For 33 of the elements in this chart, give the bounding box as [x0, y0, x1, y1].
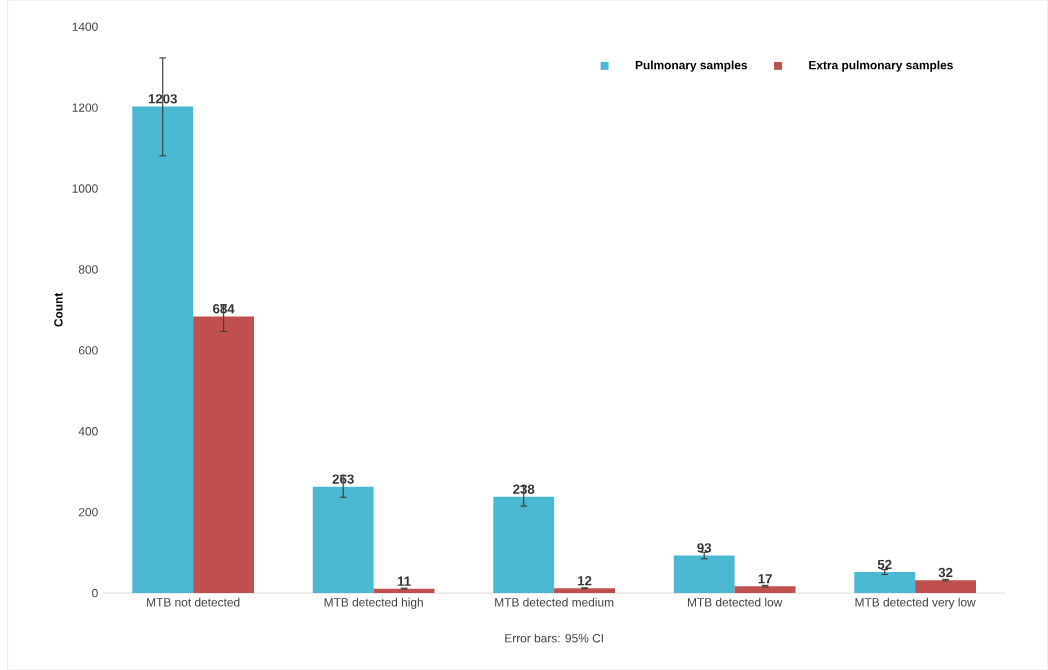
- bar: [673, 555, 735, 594]
- bar: [554, 588, 616, 594]
- legend-label: Extra pulmonary samples: [809, 60, 953, 72]
- x-tick-label: MTB detected medium: [495, 597, 614, 607]
- y-axis-title: Count: [54, 292, 63, 327]
- bar: [493, 496, 555, 594]
- data-label: 11: [397, 576, 411, 586]
- y-tick-label: 400: [78, 427, 98, 436]
- data-label: 17: [758, 574, 772, 584]
- y-tick-label: 1400: [72, 22, 98, 31]
- data-label: 52: [877, 559, 892, 570]
- x-tick-label: MTB not detected: [147, 597, 240, 607]
- text: Error bars: 95% CI: [505, 633, 603, 643]
- y-tick-label: 1000: [72, 184, 98, 193]
- bar: [854, 572, 916, 594]
- legend-label: Pulmonary samples: [635, 60, 748, 72]
- bar: [193, 316, 255, 594]
- x-tick-label: MTB detected very low: [855, 597, 976, 609]
- data-label: 93: [697, 543, 712, 553]
- x-tick-label: MTB detected low: [687, 597, 783, 607]
- data-label: 12: [578, 576, 592, 586]
- y-tick-label: 800: [78, 265, 98, 274]
- bar: [373, 588, 435, 594]
- bar: [915, 580, 977, 594]
- bar: [734, 586, 796, 594]
- x-tick-label: MTB detected high: [324, 597, 423, 609]
- y-tick-label: 200: [78, 507, 98, 517]
- y-tick-label: 600: [78, 346, 98, 355]
- y-tick-label: 1200: [72, 103, 98, 112]
- data-label: 32: [938, 567, 953, 578]
- bar: [132, 106, 194, 594]
- y-tick-label: 0: [92, 588, 98, 598]
- bar: [312, 486, 374, 594]
